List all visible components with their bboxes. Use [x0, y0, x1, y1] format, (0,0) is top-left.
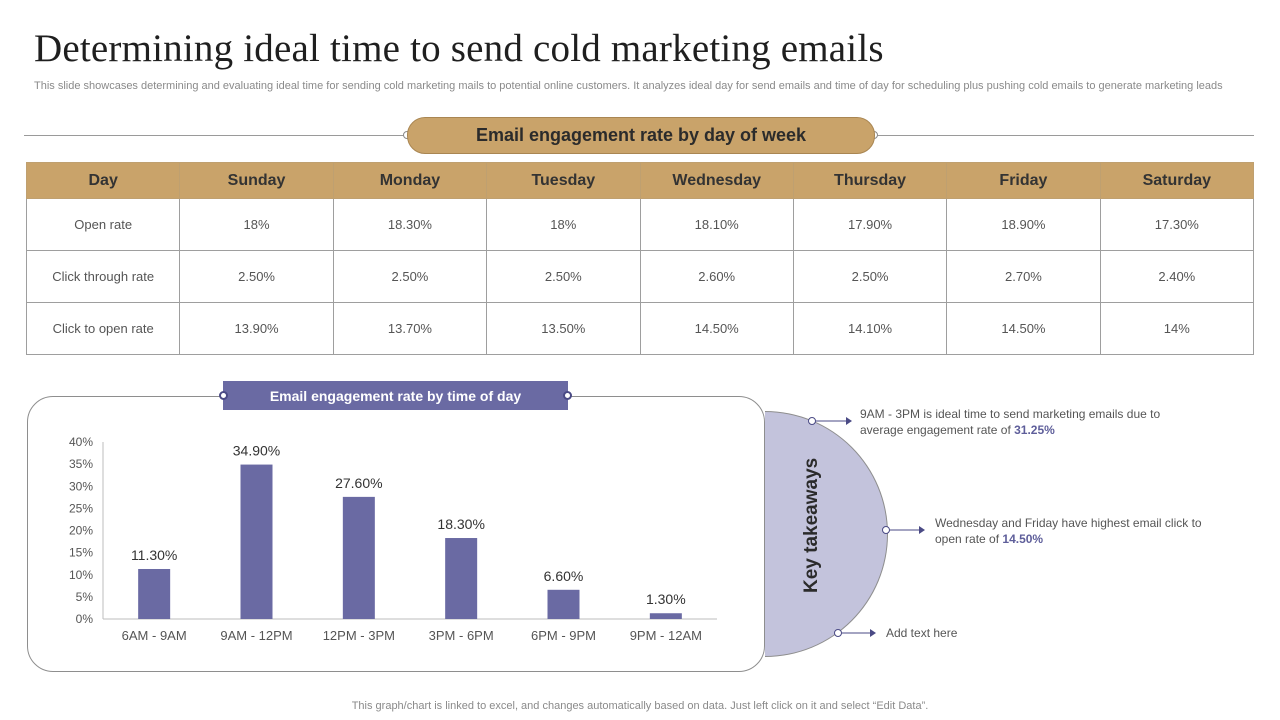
y-tick-label: 10% — [69, 568, 93, 582]
y-tick-label: 40% — [69, 435, 93, 449]
col-header-day: Day — [25, 162, 181, 199]
bar — [240, 464, 273, 619]
takeaway-item-1: 9AM - 3PM is ideal time to send marketin… — [860, 406, 1200, 438]
col-header-monday: Monday — [332, 162, 488, 199]
col-header-thursday: Thursday — [792, 162, 948, 199]
y-tick-label: 30% — [69, 479, 93, 493]
y-tick-label: 15% — [69, 546, 93, 560]
page-subtitle: This slide showcases determining and eva… — [34, 80, 1223, 92]
x-tick-label: 3PM - 6PM — [429, 628, 494, 643]
row-label: Click to open rate — [25, 302, 181, 355]
table-row-click-through-rate: Click through rate 2.50% 2.50% 2.50% 2.6… — [25, 250, 1255, 303]
table-cell: 2.70% — [946, 250, 1101, 303]
key-takeaways-label: Key takeaways — [801, 457, 822, 593]
table-cell: 2.50% — [792, 250, 948, 303]
table-cell: 13.70% — [332, 302, 488, 355]
y-tick-label: 25% — [69, 501, 93, 515]
col-header-wednesday: Wednesday — [639, 162, 794, 199]
week-table-header-label: Email engagement rate by day of week — [475, 125, 807, 145]
col-header-sunday: Sunday — [179, 162, 334, 199]
col-header-friday: Friday — [946, 162, 1101, 199]
takeaway-item-3: Add text here — [886, 625, 1086, 641]
table-cell: 18.10% — [639, 198, 794, 251]
takeaway-highlight: 31.25% — [1014, 423, 1055, 437]
row-label: Click through rate — [25, 250, 181, 303]
table-row-click-to-open-rate: Click to open rate 13.90% 13.70% 13.50% … — [25, 302, 1255, 355]
takeaway-highlight: 14.50% — [1002, 532, 1044, 546]
time-header-left-dot — [219, 391, 228, 400]
table-cell: 18.30% — [332, 198, 488, 251]
col-header-tuesday: Tuesday — [486, 162, 641, 199]
page-title: Determining ideal time to send cold mark… — [34, 27, 884, 70]
bar — [547, 589, 580, 619]
table-cell: 2.60% — [639, 250, 794, 303]
time-chart-title: Email engagement rate by time of day — [269, 387, 522, 404]
bar-data-label: 11.30% — [131, 547, 177, 563]
takeaway-text: Add text here — [886, 626, 958, 640]
bar — [138, 568, 171, 619]
y-tick-label: 35% — [69, 457, 93, 471]
week-table-header: Email engagement rate by day of week — [407, 117, 875, 154]
takeaway-text: 9AM - 3PM is ideal time to send marketin… — [860, 407, 1161, 437]
time-chart-panel — [27, 396, 765, 672]
y-tick-label: 0% — [76, 612, 94, 626]
table-cell: 14.50% — [946, 302, 1101, 355]
time-header-right-dot — [563, 391, 572, 400]
takeaway-text: Wednesday and Friday have highest email … — [935, 516, 1202, 546]
bar-data-label: 34.90% — [233, 443, 280, 459]
table-cell: 14% — [1099, 302, 1255, 355]
week-engagement-table: Day Sunday Monday Tuesday Wednesday Thur… — [25, 162, 1255, 355]
bar — [445, 538, 478, 619]
table-cell: 13.50% — [486, 302, 641, 355]
bar — [649, 613, 682, 619]
table-cell: 13.90% — [179, 302, 334, 355]
table-cell: 14.10% — [792, 302, 948, 355]
bar — [342, 496, 375, 619]
x-tick-label: 6AM - 9AM — [122, 628, 187, 643]
table-cell: 14.50% — [639, 302, 794, 355]
bar-data-label: 18.30% — [437, 516, 484, 532]
col-header-saturday: Saturday — [1099, 162, 1255, 199]
time-chart-header: Email engagement rate by time of day — [223, 381, 568, 410]
x-tick-label: 9AM - 12PM — [220, 628, 292, 643]
x-tick-label: 9PM - 12AM — [630, 628, 702, 643]
x-tick-label: 12PM - 3PM — [323, 628, 395, 643]
row-label: Open rate — [25, 198, 181, 251]
bar-data-label: 6.60% — [544, 568, 584, 584]
x-tick-label: 6PM - 9PM — [531, 628, 596, 643]
y-tick-label: 5% — [76, 590, 94, 604]
table-cell: 18% — [486, 198, 641, 251]
y-tick-label: 20% — [69, 524, 93, 538]
footer-note: This graph/chart is linked to excel, and… — [351, 700, 929, 712]
takeaway-item-2: Wednesday and Friday have highest email … — [935, 515, 1225, 547]
bar-data-label: 27.60% — [335, 475, 382, 491]
bar-data-label: 1.30% — [646, 591, 686, 607]
week-table-header-row: Day Sunday Monday Tuesday Wednesday Thur… — [25, 162, 1255, 199]
table-cell: 2.40% — [1099, 250, 1255, 303]
table-cell: 18% — [179, 198, 334, 251]
